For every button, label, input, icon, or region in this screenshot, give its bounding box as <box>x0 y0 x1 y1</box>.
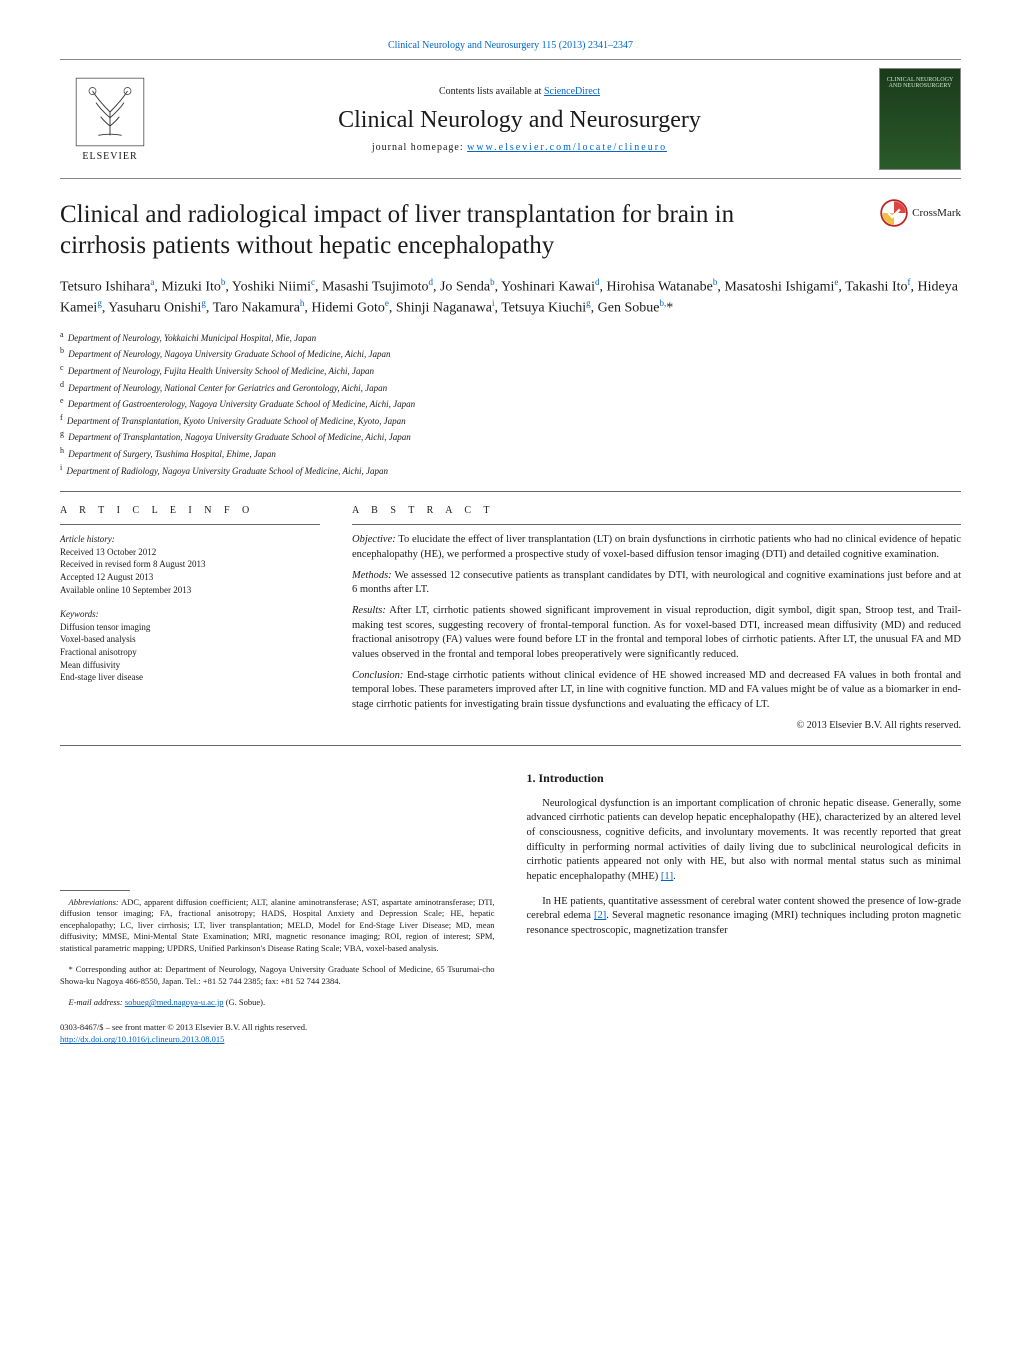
affiliation-item: f Department of Transplantation, Kyoto U… <box>60 412 961 428</box>
meta-abstract-block: A R T I C L E I N F O Article history: R… <box>60 491 961 746</box>
history-line: Accepted 12 August 2013 <box>60 571 320 584</box>
keyword-item: Voxel-based analysis <box>60 633 320 646</box>
left-column: Abbreviations: ADC, apparent diffusion c… <box>60 770 495 1047</box>
affiliation-item: b Department of Neurology, Nagoya Univer… <box>60 345 961 361</box>
affiliation-item: i Department of Radiology, Nagoya Univer… <box>60 462 961 478</box>
email-tail: (G. Sobue). <box>226 997 265 1007</box>
citation-ref-1[interactable]: [1] <box>661 871 673 882</box>
article-title: Clinical and radiological impact of live… <box>60 199 800 262</box>
abstract-objective: Objective: To elucidate the effect of li… <box>352 533 961 562</box>
abstract-heading: A B S T R A C T <box>352 504 961 525</box>
footnote-rule <box>60 890 130 891</box>
affiliation-item: g Department of Transplantation, Nagoya … <box>60 428 961 444</box>
objective-label: Objective: <box>352 534 396 545</box>
abstract-column: A B S T R A C T Objective: To elucidate … <box>336 492 961 745</box>
affiliation-list: a Department of Neurology, Yokkaichi Mun… <box>60 329 961 477</box>
abstract-methods: Methods: We assessed 12 consecutive pati… <box>352 569 961 598</box>
intro-paragraph-1: Neurological dysfunction is an important… <box>527 797 962 885</box>
history-line: Received 13 October 2012 <box>60 546 320 559</box>
crossmark-icon <box>880 199 908 227</box>
homepage-link[interactable]: www.elsevier.com/locate/clineuro <box>467 142 667 153</box>
bottom-note: 0303-8467/$ – see front matter © 2013 El… <box>60 1022 495 1046</box>
abbreviations-footnote: Abbreviations: ADC, apparent diffusion c… <box>60 897 495 954</box>
conclusion-text: End-stage cirrhotic patients without cli… <box>352 670 961 710</box>
affiliation-item: h Department of Surgery, Tsushima Hospit… <box>60 445 961 461</box>
issn-line: 0303-8467/$ – see front matter © 2013 El… <box>60 1022 495 1034</box>
abstract-conclusion: Conclusion: End-stage cirrhotic patients… <box>352 669 961 713</box>
history-lines: Received 13 October 2012Received in revi… <box>60 546 320 596</box>
email-label: E-mail address: <box>69 997 123 1007</box>
page: Clinical Neurology and Neurosurgery 115 … <box>0 0 1021 1086</box>
journal-cover-thumbnail: CLINICAL NEUROLOGY AND NEUROSURGERY <box>879 68 961 170</box>
publisher-name: ELSEVIER <box>82 151 137 162</box>
article-head: Clinical and radiological impact of live… <box>60 199 961 262</box>
keyword-item: Mean diffusivity <box>60 659 320 672</box>
abbrev-label: Abbreviations: <box>69 897 119 907</box>
corresponding-email-link[interactable]: sobueg@med.nagoya-u.ac.jp <box>125 997 224 1007</box>
journal-center: Contents lists available at ScienceDirec… <box>160 86 879 153</box>
abbrev-text: ADC, apparent diffusion coefficient; ALT… <box>60 897 495 953</box>
citation-header: Clinical Neurology and Neurosurgery 115 … <box>60 40 961 51</box>
article-history: Article history: Received 13 October 201… <box>60 533 320 596</box>
conclusion-label: Conclusion: <box>352 670 403 681</box>
article-info-heading: A R T I C L E I N F O <box>60 504 320 525</box>
affiliation-item: e Department of Gastroenterology, Nagoya… <box>60 395 961 411</box>
contents-prefix: Contents lists available at <box>439 86 544 97</box>
methods-label: Methods: <box>352 570 392 581</box>
citation-ref-2[interactable]: [2] <box>594 910 606 921</box>
corr-label: * Corresponding author at: <box>69 964 163 974</box>
author-list: Tetsuro Ishiharaa, Mizuki Itob, Yoshiki … <box>60 276 961 319</box>
journal-title: Clinical Neurology and Neurosurgery <box>160 107 879 134</box>
affiliation-item: d Department of Neurology, National Cent… <box>60 379 961 395</box>
history-line: Received in revised form 8 August 2013 <box>60 558 320 571</box>
body-columns: Abbreviations: ADC, apparent diffusion c… <box>60 770 961 1047</box>
results-text: After LT, cirrhotic patients showed sign… <box>352 605 961 660</box>
crossmark-label: CrossMark <box>912 207 961 219</box>
introduction-heading: 1. Introduction <box>527 770 962 787</box>
abstract-copyright: © 2013 Elsevier B.V. All rights reserved… <box>352 719 961 733</box>
methods-text: We assessed 12 consecutive patients as t… <box>352 570 961 596</box>
journal-header: ELSEVIER Contents lists available at Sci… <box>60 59 961 179</box>
keyword-lines: Diffusion tensor imagingVoxel-based anal… <box>60 621 320 684</box>
elsevier-tree-icon <box>75 77 145 147</box>
cover-label: CLINICAL NEUROLOGY AND NEUROSURGERY <box>884 77 956 89</box>
sciencedirect-link[interactable]: ScienceDirect <box>544 86 600 97</box>
crossmark-badge[interactable]: CrossMark <box>880 199 961 227</box>
keyword-item: Fractional anisotropy <box>60 646 320 659</box>
doi-link[interactable]: http://dx.doi.org/10.1016/j.clineuro.201… <box>60 1034 224 1044</box>
homepage-prefix: journal homepage: <box>372 142 467 153</box>
results-label: Results: <box>352 605 386 616</box>
keywords-block: Keywords: Diffusion tensor imagingVoxel-… <box>60 608 320 684</box>
intro-paragraph-2: In HE patients, quantitative assessment … <box>527 895 962 939</box>
objective-text: To elucidate the effect of liver transpl… <box>352 534 961 560</box>
right-column: 1. Introduction Neurological dysfunction… <box>527 770 962 1047</box>
publisher-logo: ELSEVIER <box>60 69 160 169</box>
p1-text: Neurological dysfunction is an important… <box>527 798 962 882</box>
p1-tail: . <box>673 871 676 882</box>
history-line: Available online 10 September 2013 <box>60 584 320 597</box>
contents-available: Contents lists available at ScienceDirec… <box>160 86 879 97</box>
history-label: Article history: <box>60 533 320 546</box>
affiliation-item: c Department of Neurology, Fujita Health… <box>60 362 961 378</box>
article-info-column: A R T I C L E I N F O Article history: R… <box>60 492 336 745</box>
abstract-results: Results: After LT, cirrhotic patients sh… <box>352 604 961 663</box>
email-footnote: E-mail address: sobueg@med.nagoya-u.ac.j… <box>60 997 495 1008</box>
keywords-label: Keywords: <box>60 608 320 621</box>
affiliation-item: a Department of Neurology, Yokkaichi Mun… <box>60 329 961 345</box>
keyword-item: Diffusion tensor imaging <box>60 621 320 634</box>
keyword-item: End-stage liver disease <box>60 671 320 684</box>
journal-homepage-line: journal homepage: www.elsevier.com/locat… <box>160 142 879 153</box>
corresponding-footnote: * Corresponding author at: Department of… <box>60 964 495 987</box>
footnotes: Abbreviations: ADC, apparent diffusion c… <box>60 897 495 1009</box>
